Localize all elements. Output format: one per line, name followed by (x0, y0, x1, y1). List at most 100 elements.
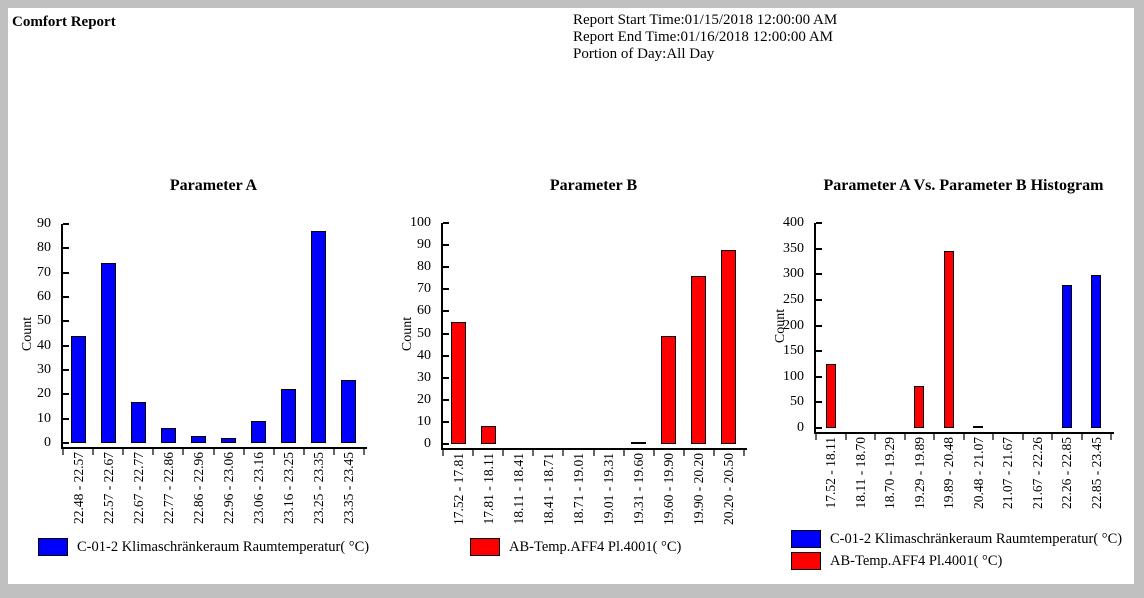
y-tick-parameter-b (443, 420, 449, 423)
report-end-time: Report End Time:01/16/2018 12:00:00 AM (573, 29, 834, 45)
x-tick-label-parameter-a: 23.35 - 23.45 (341, 452, 357, 524)
y-tick-label-parameter-a: 50 (37, 313, 51, 329)
legend-row-histogram: C-01-2 Klimaschränkeraum Raumtemperatur(… (791, 530, 1122, 548)
x-tick-label-histogram: 20.48 - 21.07 (970, 437, 986, 509)
y-tick-histogram (816, 375, 822, 378)
y-tick-parameter-b (443, 310, 449, 313)
y-tick-label-histogram: 300 (783, 266, 804, 282)
y-tick-parameter-a (63, 344, 69, 347)
x-tick-parameter-b (743, 450, 745, 456)
y-tick-parameter-a (63, 442, 69, 444)
bar-parameter-a (70, 335, 86, 443)
bar-histogram (943, 251, 954, 428)
x-tick-parameter-b (472, 450, 475, 456)
x-tick-parameter-a (212, 449, 215, 455)
x-axis-parameter-a (61, 447, 367, 449)
y-tick-parameter-a (63, 247, 69, 250)
y-axis-parameter-a (61, 224, 63, 449)
y-tick-label-parameter-a: 70 (37, 264, 51, 280)
y-tick-histogram (816, 401, 822, 404)
y-tick-label-parameter-b: 90 (417, 237, 431, 253)
x-tick-label-histogram: 17.52 - 18.11 (823, 437, 839, 509)
y-tick-parameter-b (443, 354, 449, 357)
y-tick-parameter-a (63, 393, 69, 396)
report-title: Comfort Report (12, 14, 116, 30)
y-tick-label-parameter-b: 100 (410, 215, 431, 230)
y-tick-histogram (816, 222, 822, 224)
x-tick-histogram (992, 434, 994, 440)
bar-histogram (973, 425, 984, 428)
x-tick-label-histogram: 21.67 - 22.26 (1029, 437, 1045, 509)
y-tick-label-parameter-b: 80 (417, 259, 431, 275)
x-tick-label-parameter-a: 22.96 - 23.06 (221, 452, 237, 524)
x-tick-label-parameter-b: 19.01 - 19.31 (601, 453, 617, 525)
y-tick-parameter-a (63, 223, 69, 225)
y-tick-parameter-b (443, 443, 449, 445)
x-tick-label-histogram: 22.85 - 23.45 (1088, 437, 1104, 509)
x-tick-histogram (903, 434, 906, 440)
y-tick-label-histogram: 200 (783, 317, 804, 333)
x-tick-histogram (844, 434, 847, 440)
y-tick-label-parameter-a: 60 (37, 289, 51, 304)
legend-label-parameter-b: AB-Temp.AFF4 Pl.4001( °C) (509, 538, 682, 555)
x-tick-label-parameter-b: 17.52 - 17.81 (450, 453, 466, 525)
y-tick-label-parameter-a: 30 (37, 362, 51, 377)
y-tick-label-parameter-a: 20 (37, 386, 51, 402)
bar-parameter-a (281, 389, 297, 443)
chart-title-parameter-a: Parameter A (169, 177, 258, 194)
x-axis-histogram (814, 432, 1114, 434)
bar-parameter-b (631, 441, 647, 444)
x-tick-parameter-a (363, 449, 365, 455)
x-tick-label-parameter-b: 19.60 - 19.90 (661, 453, 677, 525)
x-tick-histogram (1110, 434, 1112, 440)
y-tick-parameter-b (443, 332, 449, 335)
legend-label-parameter-a: C-01-2 Klimaschränkeraum Raumtemperatur(… (77, 538, 370, 555)
legend-row-histogram: AB-Temp.AFF4 Pl.4001( °C) (791, 552, 1002, 570)
y-tick-label-parameter-a: 40 (37, 337, 51, 353)
bar-parameter-b (450, 322, 466, 444)
y-tick-parameter-b (443, 244, 449, 247)
x-tick-parameter-b (562, 450, 565, 456)
bar-histogram (1091, 275, 1102, 428)
x-tick-parameter-a (92, 449, 95, 455)
x-tick-parameter-a (272, 449, 275, 455)
y-tick-label-parameter-a: 90 (37, 216, 51, 231)
legend-swatch-parameter-b (470, 538, 500, 556)
x-tick-histogram (874, 434, 876, 440)
y-tick-label-parameter-a: 10 (37, 410, 51, 426)
x-tick-label-parameter-a: 22.86 - 22.96 (190, 452, 206, 524)
x-tick-label-histogram: 18.70 - 19.29 (882, 437, 898, 509)
bar-parameter-a (100, 262, 116, 443)
y-tick-label-histogram: 50 (790, 394, 804, 410)
legend-swatch-parameter-a (38, 538, 68, 556)
y-tick-label-parameter-b: 70 (417, 281, 431, 297)
y-tick-label-parameter-a: 80 (37, 240, 51, 256)
y-tick-parameter-b (443, 266, 449, 269)
x-tick-label-histogram: 22.26 - 22.85 (1059, 437, 1075, 509)
y-tick-label-parameter-b: 0 (424, 436, 431, 451)
x-tick-histogram (1021, 434, 1024, 440)
y-tick-parameter-a (63, 271, 69, 274)
y-tick-histogram (816, 427, 822, 429)
x-tick-parameter-a (182, 449, 185, 455)
y-tick-parameter-b (443, 288, 449, 291)
portion-of-day: Portion of Day:All Day (573, 46, 715, 62)
x-tick-histogram (933, 434, 935, 440)
x-tick-parameter-a (242, 449, 245, 455)
report-start-time: Report Start Time:01/15/2018 12:00:00 AM (573, 12, 838, 28)
y-tick-histogram (816, 273, 822, 276)
x-tick-label-parameter-a: 22.48 - 22.57 (70, 452, 86, 524)
x-tick-label-parameter-b: 17.81 - 18.11 (480, 453, 496, 525)
y-tick-label-histogram: 0 (797, 420, 804, 435)
y-tick-histogram (816, 350, 822, 353)
y-tick-label-parameter-b: 40 (417, 347, 431, 363)
x-tick-label-parameter-b: 18.41 - 18.71 (540, 453, 556, 525)
x-tick-label-parameter-b: 18.11 - 18.41 (510, 453, 526, 525)
y-tick-parameter-b (443, 376, 449, 379)
legend-row-parameter-b: AB-Temp.AFF4 Pl.4001( °C) (470, 538, 681, 556)
x-tick-label-histogram: 19.29 - 19.89 (911, 437, 927, 509)
y-tick-label-histogram: 350 (783, 240, 804, 256)
x-tick-parameter-b (532, 450, 535, 456)
bar-parameter-a (190, 435, 206, 443)
